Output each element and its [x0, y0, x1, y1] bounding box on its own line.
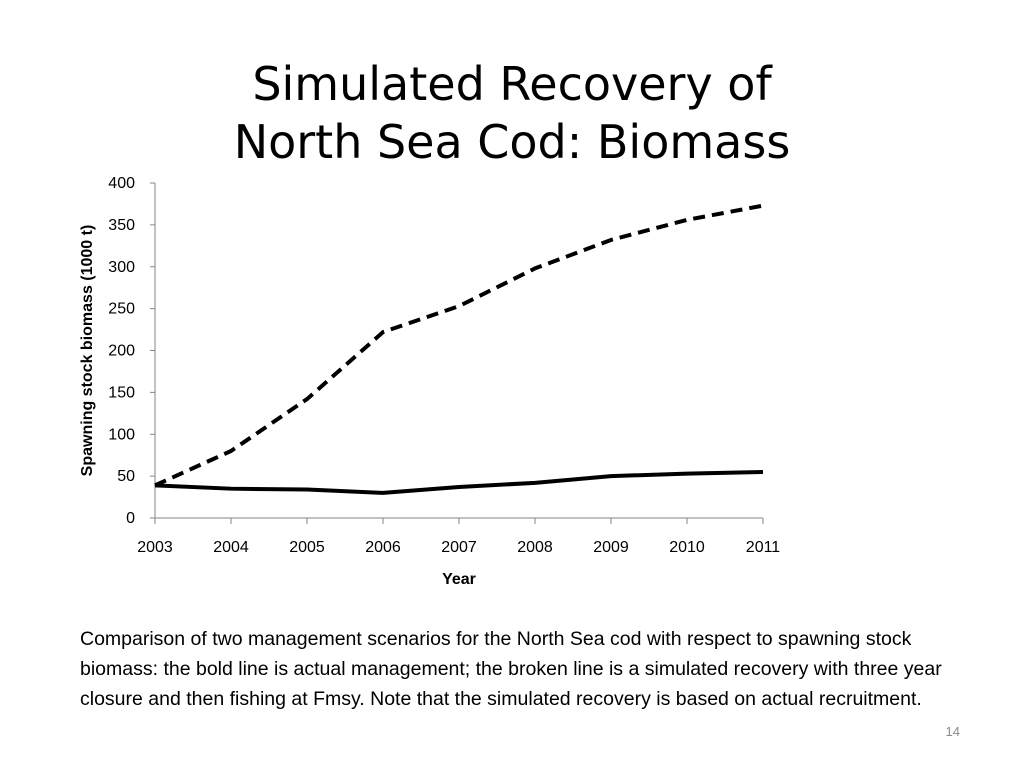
- chart-series: [154, 203, 764, 495]
- x-tick-label: 2010: [669, 539, 705, 556]
- slide-title: Simulated Recovery of North Sea Cod: Bio…: [112, 55, 912, 171]
- slide-title-line-2: North Sea Cod: Biomass: [233, 114, 791, 169]
- y-tick-label: 150: [108, 384, 135, 401]
- y-tick-label: 50: [117, 468, 135, 485]
- x-axis-title: Year: [442, 571, 476, 588]
- x-tick-label: 2004: [213, 539, 249, 556]
- y-tick-label: 400: [108, 175, 135, 192]
- y-tick-label: 300: [108, 259, 135, 276]
- x-tick-label: 2005: [289, 539, 325, 556]
- x-tick-label: 2009: [593, 539, 629, 556]
- y-tick-label: 350: [108, 217, 135, 234]
- chart-axes: 0 50 100 150 200 250 300 350 400 2003 2004 2005 2006…: [108, 175, 780, 556]
- y-axis-title: Spawning stock biomass (1000 t): [79, 225, 96, 477]
- slide-number: 14: [945, 724, 960, 739]
- slide-caption: Comparison of two management scenarios f…: [80, 628, 942, 710]
- x-tick-label: 2008: [517, 539, 553, 556]
- x-tick-label: 2011: [746, 539, 781, 556]
- slide-title-line-1: Simulated Recovery of: [252, 56, 772, 111]
- x-tick-label: 2003: [137, 539, 173, 556]
- biomass-line-chart: 0 50 100 150 200 250 300 350 400 2003 2004 2005 2006…: [79, 175, 780, 588]
- y-tick-label: 200: [108, 343, 135, 360]
- series-line-1: [154, 469, 764, 495]
- y-tick-label: 0: [126, 510, 135, 527]
- series-line-2: [154, 203, 764, 488]
- y-tick-label: 100: [108, 426, 135, 443]
- x-tick-label: 2006: [365, 539, 401, 556]
- x-tick-label: 2007: [441, 539, 477, 556]
- y-tick-label: 250: [108, 301, 135, 318]
